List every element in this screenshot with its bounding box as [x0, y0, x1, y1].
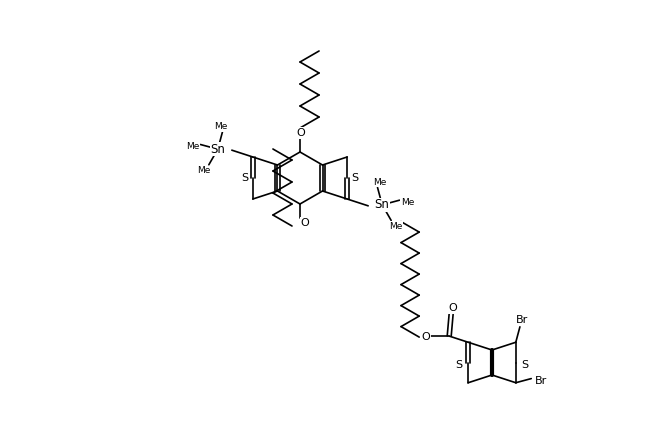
Text: S: S — [241, 173, 248, 183]
Text: Me: Me — [197, 166, 210, 175]
Text: Me: Me — [401, 198, 414, 206]
Text: Me: Me — [389, 222, 403, 231]
Text: O: O — [422, 332, 431, 342]
Text: Me: Me — [214, 122, 227, 131]
Text: Me: Me — [373, 178, 386, 187]
Text: Me: Me — [186, 142, 199, 151]
Text: Sn: Sn — [375, 198, 389, 211]
Text: Br: Br — [516, 315, 528, 325]
Text: S: S — [456, 360, 463, 369]
Text: S: S — [521, 360, 528, 369]
Text: Br: Br — [535, 376, 547, 385]
Text: O: O — [301, 218, 309, 228]
Text: O: O — [297, 128, 305, 138]
Text: O: O — [449, 303, 458, 313]
Text: S: S — [351, 173, 359, 183]
Text: Sn: Sn — [210, 143, 225, 156]
